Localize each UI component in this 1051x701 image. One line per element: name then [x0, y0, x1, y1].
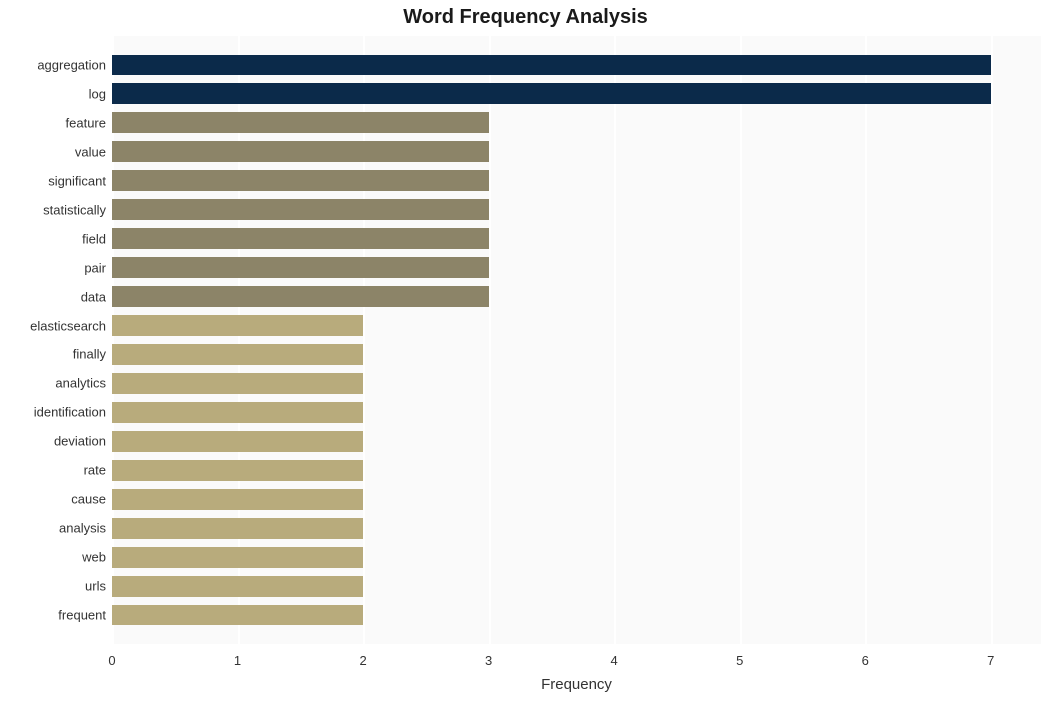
- bar: [112, 402, 363, 423]
- word-frequency-chart: Word Frequency Analysis Frequency 0 1 2 3 4 5…: [0, 0, 1051, 701]
- y-tick-label: urls: [85, 579, 106, 594]
- y-tick-label: finally: [73, 347, 106, 362]
- y-tick-label: deviation: [54, 434, 106, 449]
- bar-row: [112, 112, 489, 133]
- bar-row: [112, 315, 363, 336]
- y-tick-label: aggregation: [37, 57, 106, 72]
- y-tick-label: data: [81, 289, 106, 304]
- bar: [112, 431, 363, 452]
- bar: [112, 257, 489, 278]
- bar: [112, 228, 489, 249]
- chart-title: Word Frequency Analysis: [0, 6, 1051, 29]
- bar-row: [112, 605, 363, 626]
- plot-area: [112, 36, 1041, 644]
- x-tick: 7: [987, 653, 994, 668]
- y-tick-label: rate: [84, 463, 106, 478]
- bar-row: [112, 344, 363, 365]
- bar-row: [112, 170, 489, 191]
- bar: [112, 199, 489, 220]
- grid-line: [614, 36, 616, 644]
- x-tick: 0: [108, 653, 115, 668]
- bar-row: [112, 460, 363, 481]
- x-tick: 1: [234, 653, 241, 668]
- bar: [112, 83, 991, 104]
- y-tick-label: statistically: [43, 202, 106, 217]
- bar-row: [112, 373, 363, 394]
- bar: [112, 286, 489, 307]
- bar-row: [112, 431, 363, 452]
- bar-row: [112, 547, 363, 568]
- bar: [112, 373, 363, 394]
- bar: [112, 55, 991, 76]
- x-tick: 2: [359, 653, 366, 668]
- y-tick-label: pair: [84, 260, 106, 275]
- y-tick-label: field: [82, 231, 106, 246]
- x-tick: 5: [736, 653, 743, 668]
- bar-row: [112, 83, 991, 104]
- bar-row: [112, 402, 363, 423]
- bar: [112, 315, 363, 336]
- y-tick-label: analysis: [59, 521, 106, 536]
- bar: [112, 170, 489, 191]
- bar: [112, 518, 363, 539]
- bar-row: [112, 576, 363, 597]
- bar: [112, 489, 363, 510]
- y-tick-label: frequent: [58, 608, 106, 623]
- y-tick-label: web: [82, 550, 106, 565]
- bar: [112, 605, 363, 626]
- bar-row: [112, 199, 489, 220]
- bar: [112, 460, 363, 481]
- bar: [112, 112, 489, 133]
- x-axis-label: Frequency: [112, 676, 1041, 693]
- grid-line: [489, 36, 491, 644]
- x-tick: 6: [862, 653, 869, 668]
- bar-row: [112, 286, 489, 307]
- bar-row: [112, 141, 489, 162]
- y-tick-label: feature: [66, 115, 106, 130]
- y-tick-label: value: [75, 144, 106, 159]
- bar-row: [112, 257, 489, 278]
- x-tick: 4: [611, 653, 618, 668]
- y-tick-label: elasticsearch: [30, 318, 106, 333]
- bar: [112, 344, 363, 365]
- y-tick-label: cause: [71, 492, 106, 507]
- y-tick-label: analytics: [55, 376, 106, 391]
- grid-line: [991, 36, 993, 644]
- grid-line: [740, 36, 742, 644]
- y-tick-label: significant: [48, 173, 106, 188]
- bar-row: [112, 518, 363, 539]
- x-tick: 3: [485, 653, 492, 668]
- bar: [112, 141, 489, 162]
- y-tick-label: log: [89, 86, 106, 101]
- bar-row: [112, 55, 991, 76]
- bar-row: [112, 228, 489, 249]
- bar: [112, 547, 363, 568]
- grid-line: [865, 36, 867, 644]
- bar: [112, 576, 363, 597]
- y-tick-label: identification: [34, 405, 106, 420]
- bar-row: [112, 489, 363, 510]
